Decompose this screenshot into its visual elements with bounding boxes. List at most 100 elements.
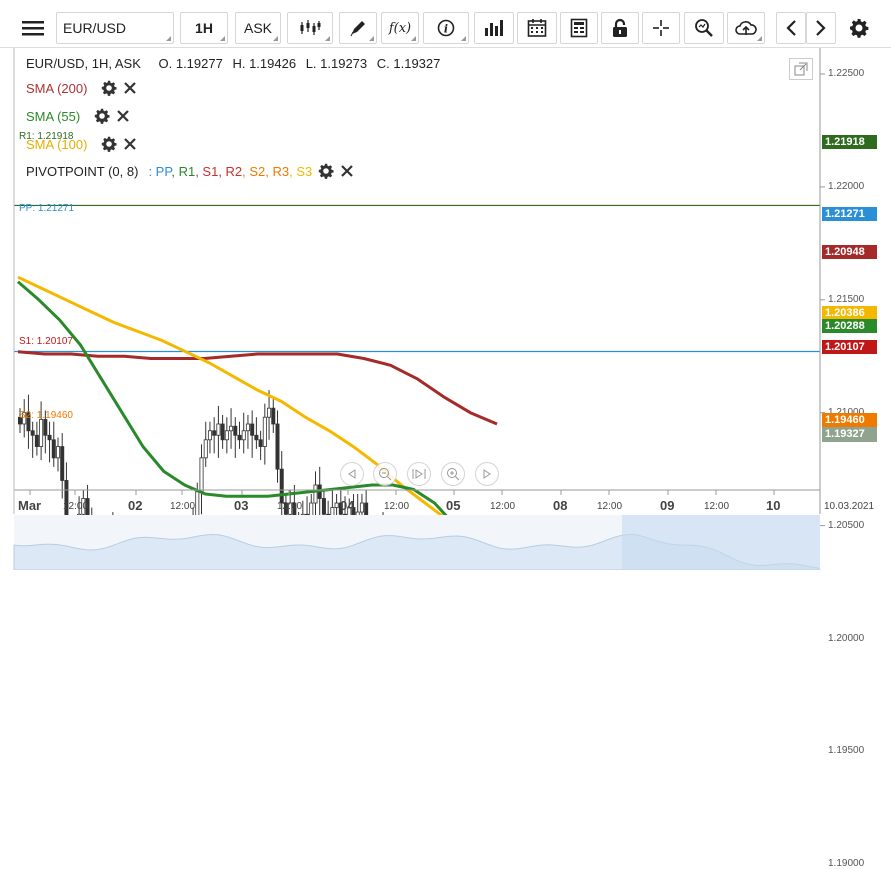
indicators-button[interactable]: f(x) <box>381 12 419 44</box>
chevron-left-icon <box>786 20 796 36</box>
symbol-input[interactable]: EUR/USD <box>56 12 174 44</box>
close-icon[interactable] <box>123 81 137 95</box>
low-value: L. 1.19273 <box>305 56 368 71</box>
candle-body <box>22 412 27 425</box>
candle-body <box>212 430 217 436</box>
maximize-button[interactable] <box>789 58 813 80</box>
x-tick-label: 12:00 <box>170 501 196 512</box>
gear-icon[interactable] <box>101 80 117 96</box>
maximize-icon <box>794 62 808 76</box>
gear-icon[interactable] <box>94 108 110 124</box>
toolbar: EUR/USD 1H ASK f(x) i <box>0 0 891 48</box>
candle-body <box>288 502 293 515</box>
close-icon[interactable] <box>123 137 137 151</box>
lock-icon <box>613 18 627 37</box>
candle-body <box>254 434 259 441</box>
sma100-badge: 1.20386 <box>822 306 877 320</box>
menu-button[interactable] <box>14 12 52 44</box>
candle <box>60 433 65 499</box>
cloud-button[interactable] <box>727 12 765 44</box>
sma55-line <box>17 280 498 570</box>
candle <box>258 430 263 461</box>
y-tick-label: 1.20000 <box>828 632 865 644</box>
candle-body <box>233 425 238 436</box>
candle <box>229 408 234 449</box>
candle <box>245 414 250 449</box>
moving-averages <box>17 275 498 570</box>
x-tick-label: 12:00 <box>597 501 623 512</box>
sma100-line <box>17 275 498 550</box>
nav-forward-button[interactable] <box>475 462 499 486</box>
gear-icon[interactable] <box>318 163 334 179</box>
report-button[interactable] <box>560 12 598 44</box>
candle-body <box>262 416 267 447</box>
close-icon[interactable] <box>116 109 130 123</box>
sma200-line <box>17 350 498 426</box>
volume-button[interactable] <box>474 12 514 44</box>
candle <box>279 451 284 522</box>
pivot-legend-item: , S2 <box>242 163 266 179</box>
candle-body <box>250 423 255 436</box>
candle <box>207 421 212 454</box>
candle-body <box>30 430 35 436</box>
candle <box>55 437 60 472</box>
calendar-button[interactable] <box>517 12 557 44</box>
pivot-legend-item: , S3 <box>289 163 313 179</box>
nav-zoom-in-button[interactable] <box>441 462 465 486</box>
indicator-label: SMA (100) <box>26 136 88 152</box>
x-tick-label: 03 <box>234 498 249 513</box>
candle <box>271 399 276 434</box>
x-tick-label: 12:00 <box>704 501 730 512</box>
x-tick-label: 12:00 <box>384 501 410 512</box>
report-icon <box>570 18 588 38</box>
crosshair-button[interactable] <box>642 12 680 44</box>
price-chart[interactable] <box>0 0 891 570</box>
nav-zoom-out-button[interactable] <box>373 462 397 486</box>
candle <box>51 421 56 467</box>
interval-label: 1H <box>195 20 213 36</box>
symbol-value: EUR/USD <box>63 20 127 36</box>
gear-icon[interactable] <box>101 136 117 152</box>
scroll-right-button[interactable] <box>806 12 836 44</box>
chart-grid <box>820 73 825 527</box>
svg-text:i: i <box>444 23 448 36</box>
x-tick-label: 12:00 <box>277 501 303 512</box>
interval-select[interactable]: 1H <box>180 12 228 44</box>
candle-body <box>271 407 276 425</box>
zoom-button[interactable] <box>684 12 724 44</box>
volume-icon <box>485 20 503 36</box>
candle-body <box>359 502 364 513</box>
candle <box>17 408 22 434</box>
lock-button[interactable] <box>601 12 639 44</box>
candle <box>26 394 31 449</box>
nav-reset-button[interactable] <box>407 462 431 486</box>
pp-badge: 1.21271 <box>822 207 877 221</box>
candle-body <box>203 439 208 459</box>
candle <box>43 410 48 454</box>
candle-body <box>283 502 288 515</box>
price-type-select[interactable]: ASK <box>235 12 281 44</box>
nav-back-button[interactable] <box>340 462 364 486</box>
candle <box>241 412 246 454</box>
info-button[interactable]: i <box>423 12 469 44</box>
navigator <box>13 515 821 570</box>
sma200-badge: 1.20948 <box>822 245 877 259</box>
calendar-icon <box>527 19 547 37</box>
close-icon[interactable] <box>340 164 354 178</box>
y-tick-label: 1.21000 <box>828 407 864 418</box>
chart-type-button[interactable] <box>287 12 333 44</box>
sma55-badge: 1.20288 <box>822 319 877 333</box>
y-tick-label: 1.19500 <box>828 745 865 757</box>
zoom-icon <box>695 19 713 37</box>
draw-button[interactable] <box>339 12 377 44</box>
r1-badge: 1.21918 <box>822 135 877 149</box>
candle <box>39 401 44 461</box>
candle-body <box>241 430 246 441</box>
chevron-right-icon <box>816 20 826 36</box>
pivot-legend-item: , R2 <box>218 163 243 179</box>
x-tick-label: 09 <box>660 498 675 513</box>
settings-button[interactable] <box>843 12 875 44</box>
scroll-left-button[interactable] <box>776 12 806 44</box>
candle-body <box>220 423 225 441</box>
candle-body <box>60 446 65 481</box>
